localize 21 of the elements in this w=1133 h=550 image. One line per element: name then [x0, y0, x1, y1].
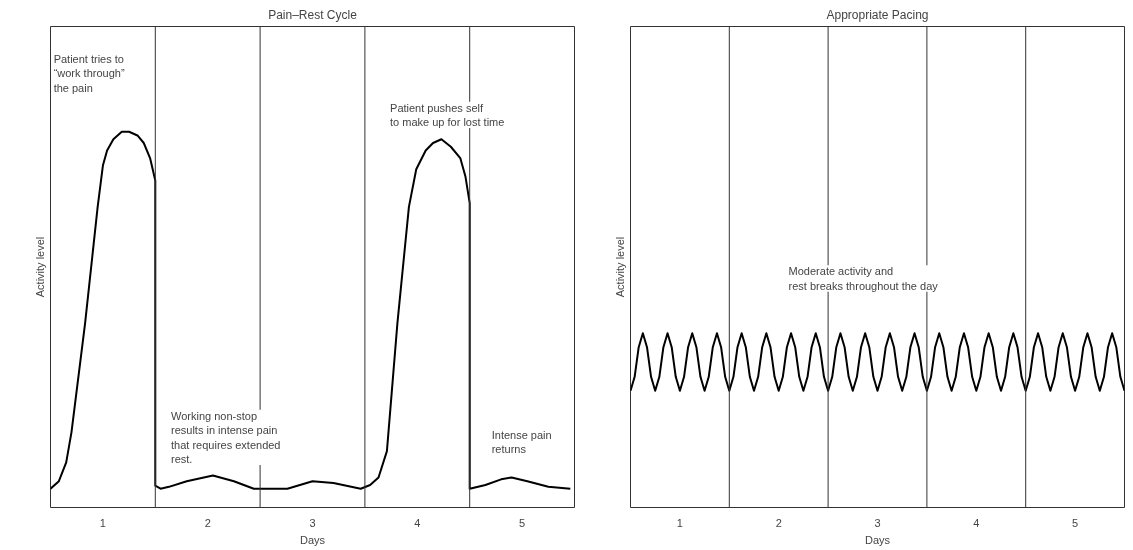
- x-axis-title: Days: [299, 533, 326, 546]
- x-tick-label: 3: [309, 516, 316, 529]
- y-axis-title: Activity level: [613, 236, 626, 298]
- text: Moderate activity and rest breaks throughout the day: [788, 265, 939, 292]
- chart-title: Appropriate Pacing: [826, 7, 929, 22]
- annotation: Intense pain returns: [491, 428, 552, 455]
- x-tick-label: 5: [1072, 516, 1079, 529]
- x-axis-title: Days: [864, 533, 891, 546]
- text: Patient tries to “work through” the pain: [53, 52, 125, 94]
- x-tick-label: 2: [204, 516, 211, 529]
- x-tick-label: 5: [519, 516, 526, 529]
- x-tick-label: 1: [676, 516, 683, 529]
- chart-title: Pain–Rest Cycle: [268, 7, 358, 22]
- x-tick-label: 3: [874, 516, 881, 529]
- x-tick-label: 4: [973, 516, 980, 529]
- x-tick-label: 1: [99, 516, 106, 529]
- y-axis-title: Activity level: [33, 236, 46, 298]
- x-tick-label: 4: [414, 516, 421, 529]
- x-tick-label: 2: [775, 516, 782, 529]
- text: Patient pushes self to make up for lost time: [390, 101, 505, 129]
- annotation: Working non-stop results in intense pain that requires extended rest.: [171, 409, 281, 465]
